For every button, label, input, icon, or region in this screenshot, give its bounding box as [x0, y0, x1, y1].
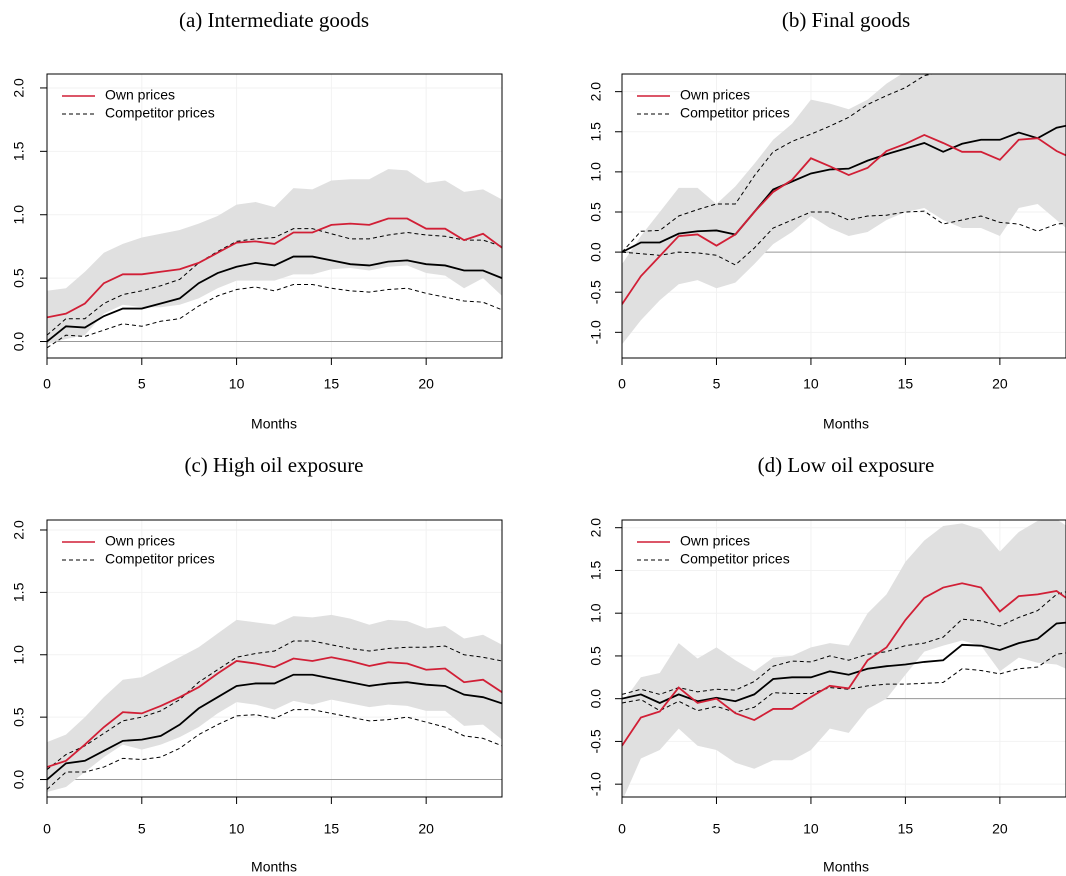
- y-tick-label: -0.5: [588, 729, 604, 753]
- x-tick-label: 0: [43, 376, 51, 392]
- series-line: [47, 656, 502, 768]
- y-tick-label: -1.0: [588, 320, 604, 344]
- series-line: [47, 255, 502, 343]
- y-tick-label: 2.0: [588, 518, 604, 538]
- legend-label: Own prices: [105, 87, 175, 103]
- y-tick-label: -0.5: [588, 280, 604, 304]
- bound-line: [622, 210, 1066, 266]
- x-tick-label: 10: [803, 821, 819, 837]
- plot-area: [622, 520, 1066, 797]
- x-tick-label: 20: [992, 821, 1008, 837]
- y-tick-label: 1.0: [588, 162, 604, 182]
- y-tick-label: 2.0: [11, 78, 27, 98]
- plot-area: [47, 74, 502, 358]
- plot-frame: [621, 519, 1066, 798]
- y-tick-label: 1.0: [11, 645, 27, 665]
- x-tick-label: 15: [324, 821, 340, 837]
- y-tick-label: 1.0: [11, 205, 27, 225]
- y-tick-label: 0.0: [588, 242, 604, 262]
- panel: (a) Intermediate goods Months 0 5 10 15 20 0.0 0…: [11, 8, 503, 432]
- legend-label: Competitor prices: [680, 551, 790, 567]
- legend-label: Own prices: [680, 87, 750, 103]
- panel-title: (c) High oil exposure: [184, 453, 363, 477]
- confidence-band: [47, 614, 502, 793]
- y-tick-label: 1.5: [588, 560, 604, 580]
- plot-area: [47, 520, 502, 797]
- x-tick-label: 15: [324, 376, 340, 392]
- series-line: [622, 133, 1066, 305]
- x-tick-label: 20: [418, 821, 434, 837]
- panel: (b) Final goods Months 0 5 10 15 20 -1.0 -0.5 0.0…: [588, 8, 1066, 432]
- plot-area: [622, 74, 1066, 358]
- series-line: [47, 673, 502, 781]
- x-tick-label: 20: [418, 376, 434, 392]
- legend-label: Competitor prices: [105, 551, 215, 567]
- y-tick-label: 0.5: [11, 268, 27, 288]
- panel: (d) Low oil exposure Months 0 5 10 15 20 -1.0 -0…: [588, 453, 1066, 875]
- y-tick-label: 2.0: [11, 520, 27, 540]
- y-tick-label: 0.0: [588, 689, 604, 709]
- y-tick-label: 1.5: [588, 122, 604, 142]
- x-tick-label: 0: [618, 376, 626, 392]
- x-tick-label: 0: [618, 821, 626, 837]
- x-tick-label: 5: [713, 376, 721, 392]
- x-tick-label: 10: [803, 376, 819, 392]
- y-tick-label: 1.5: [11, 141, 27, 161]
- x-tick-label: 15: [898, 376, 914, 392]
- x-axis-label: Months: [823, 859, 869, 875]
- legend-label: Competitor prices: [680, 105, 790, 121]
- x-axis-label: Months: [251, 416, 297, 432]
- bound-line: [47, 228, 502, 336]
- series-line: [622, 621, 1066, 704]
- legend-label: Own prices: [680, 533, 750, 549]
- y-tick-label: 1.0: [588, 603, 604, 623]
- series-line: [622, 582, 1066, 747]
- confidence-band: [622, 520, 1066, 797]
- panel-title: (a) Intermediate goods: [179, 8, 369, 32]
- y-tick-label: 0.5: [588, 202, 604, 222]
- y-tick-label: 0.5: [588, 646, 604, 666]
- x-tick-label: 15: [898, 821, 914, 837]
- legend-label: Own prices: [105, 533, 175, 549]
- x-tick-label: 5: [138, 821, 146, 837]
- y-tick-label: 0.0: [11, 770, 27, 790]
- x-tick-label: 5: [713, 821, 721, 837]
- x-tick-label: 20: [992, 376, 1008, 392]
- panel-title: (d) Low oil exposure: [758, 453, 935, 477]
- x-axis-label: Months: [823, 416, 869, 432]
- y-tick-label: 1.5: [11, 582, 27, 602]
- plot-frame: [46, 519, 503, 798]
- plot-frame: [46, 73, 503, 359]
- y-tick-label: 0.0: [11, 332, 27, 352]
- y-tick-label: 2.0: [588, 82, 604, 102]
- panel: (c) High oil exposure Months 0 5 10 15 20 0.0 0.…: [11, 453, 503, 875]
- confidence-band: [47, 169, 502, 345]
- y-tick-label: -1.0: [588, 772, 604, 796]
- x-tick-label: 0: [43, 821, 51, 837]
- y-tick-label: 0.5: [11, 707, 27, 727]
- panel-title: (b) Final goods: [782, 8, 910, 32]
- x-axis-label: Months: [251, 859, 297, 875]
- confidence-band: [622, 74, 1066, 345]
- plot-frame: [621, 73, 1066, 359]
- bound-line: [622, 591, 1066, 695]
- series-line: [47, 217, 502, 319]
- x-tick-label: 10: [229, 821, 245, 837]
- bound-line: [47, 709, 502, 790]
- series-line: [622, 124, 1066, 253]
- bound-line: [47, 640, 502, 770]
- legend-label: Competitor prices: [105, 105, 215, 121]
- x-tick-label: 5: [138, 376, 146, 392]
- x-tick-label: 10: [229, 376, 245, 392]
